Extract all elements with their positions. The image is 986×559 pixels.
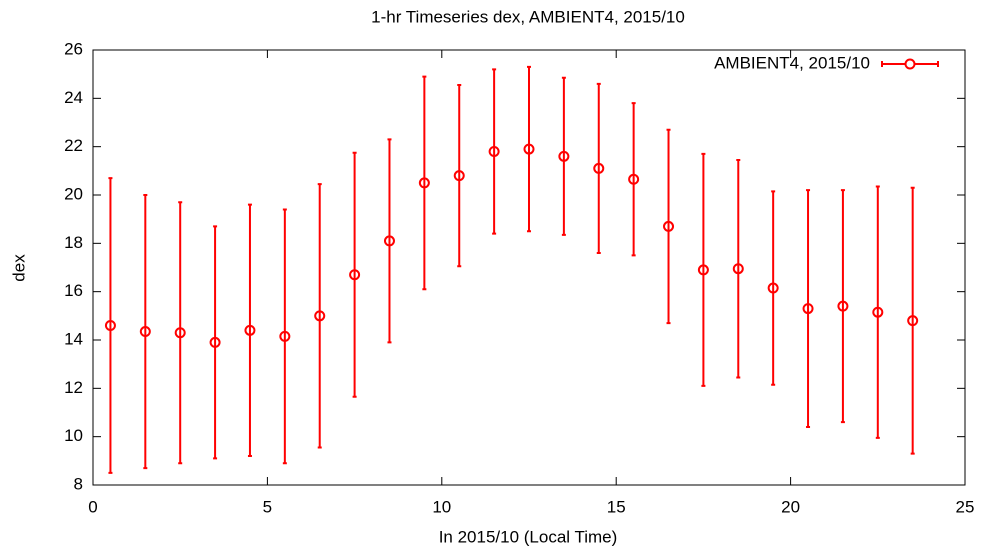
error-bar (806, 189, 811, 428)
point (209, 336, 221, 348)
error-bar (840, 189, 845, 424)
y-tick-label: 22 (64, 136, 83, 155)
point (488, 146, 500, 157)
error-bar (666, 128, 671, 325)
point (314, 310, 326, 322)
error-bar (387, 138, 392, 344)
error-bar (108, 177, 113, 474)
point (732, 263, 744, 275)
error-bar (457, 84, 462, 268)
legend-marker (904, 58, 916, 70)
error-bar (527, 65, 531, 233)
x-tick-label: 10 (432, 497, 451, 516)
error-bar (178, 201, 183, 465)
x-tick-label: 0 (88, 497, 97, 516)
point (244, 324, 256, 336)
legend-label: AMBIENT4, 2015/10 (714, 53, 870, 72)
point (663, 220, 675, 232)
point (593, 162, 605, 174)
error-bar (561, 76, 566, 236)
point (872, 306, 884, 318)
point (453, 170, 465, 182)
x-axis-label: In 2015/10 (Local Time) (439, 527, 618, 546)
point (907, 315, 919, 327)
error-bar (875, 185, 880, 439)
error-bar (631, 102, 636, 257)
error-bar (910, 186, 915, 455)
error-bar (596, 82, 601, 254)
y-axis-label: dex (9, 254, 28, 282)
error-bar (213, 225, 218, 460)
error-bar (317, 183, 322, 449)
error-bar (352, 151, 357, 398)
x-tick-label: 15 (607, 497, 626, 516)
point (697, 264, 709, 276)
x-tick-label: 25 (956, 497, 975, 516)
error-bar (492, 68, 497, 235)
error-bar (701, 152, 706, 387)
point (802, 303, 814, 315)
error-bar (282, 208, 287, 465)
y-tick-label: 14 (64, 329, 83, 348)
error-bar (422, 75, 427, 291)
point (279, 330, 291, 342)
point (558, 150, 570, 162)
plot-frame (92, 49, 966, 486)
y-tick-label: 24 (64, 88, 83, 107)
point (139, 326, 151, 338)
y-tick-label: 8 (74, 474, 83, 493)
y-tick-label: 10 (64, 426, 83, 445)
point (104, 320, 116, 331)
y-tick-label: 20 (64, 184, 83, 203)
error-bar (143, 194, 148, 470)
y-tick-label: 26 (64, 39, 83, 58)
point (383, 235, 395, 247)
point (767, 282, 779, 294)
error-bar (771, 190, 776, 386)
point (837, 300, 849, 312)
point (628, 173, 640, 185)
x-tick-label: 5 (263, 497, 272, 516)
y-tick-label: 18 (64, 233, 83, 252)
point (418, 177, 430, 189)
point (174, 327, 186, 339)
x-tick-label: 20 (781, 497, 800, 516)
y-tick-label: 12 (64, 378, 83, 397)
point (349, 269, 361, 281)
error-bar (247, 203, 252, 457)
y-tick-label: 16 (64, 281, 83, 300)
point (523, 143, 535, 155)
chart-title: 1-hr Timeseries dex, AMBIENT4, 2015/10 (371, 7, 685, 26)
error-bar (736, 158, 741, 379)
